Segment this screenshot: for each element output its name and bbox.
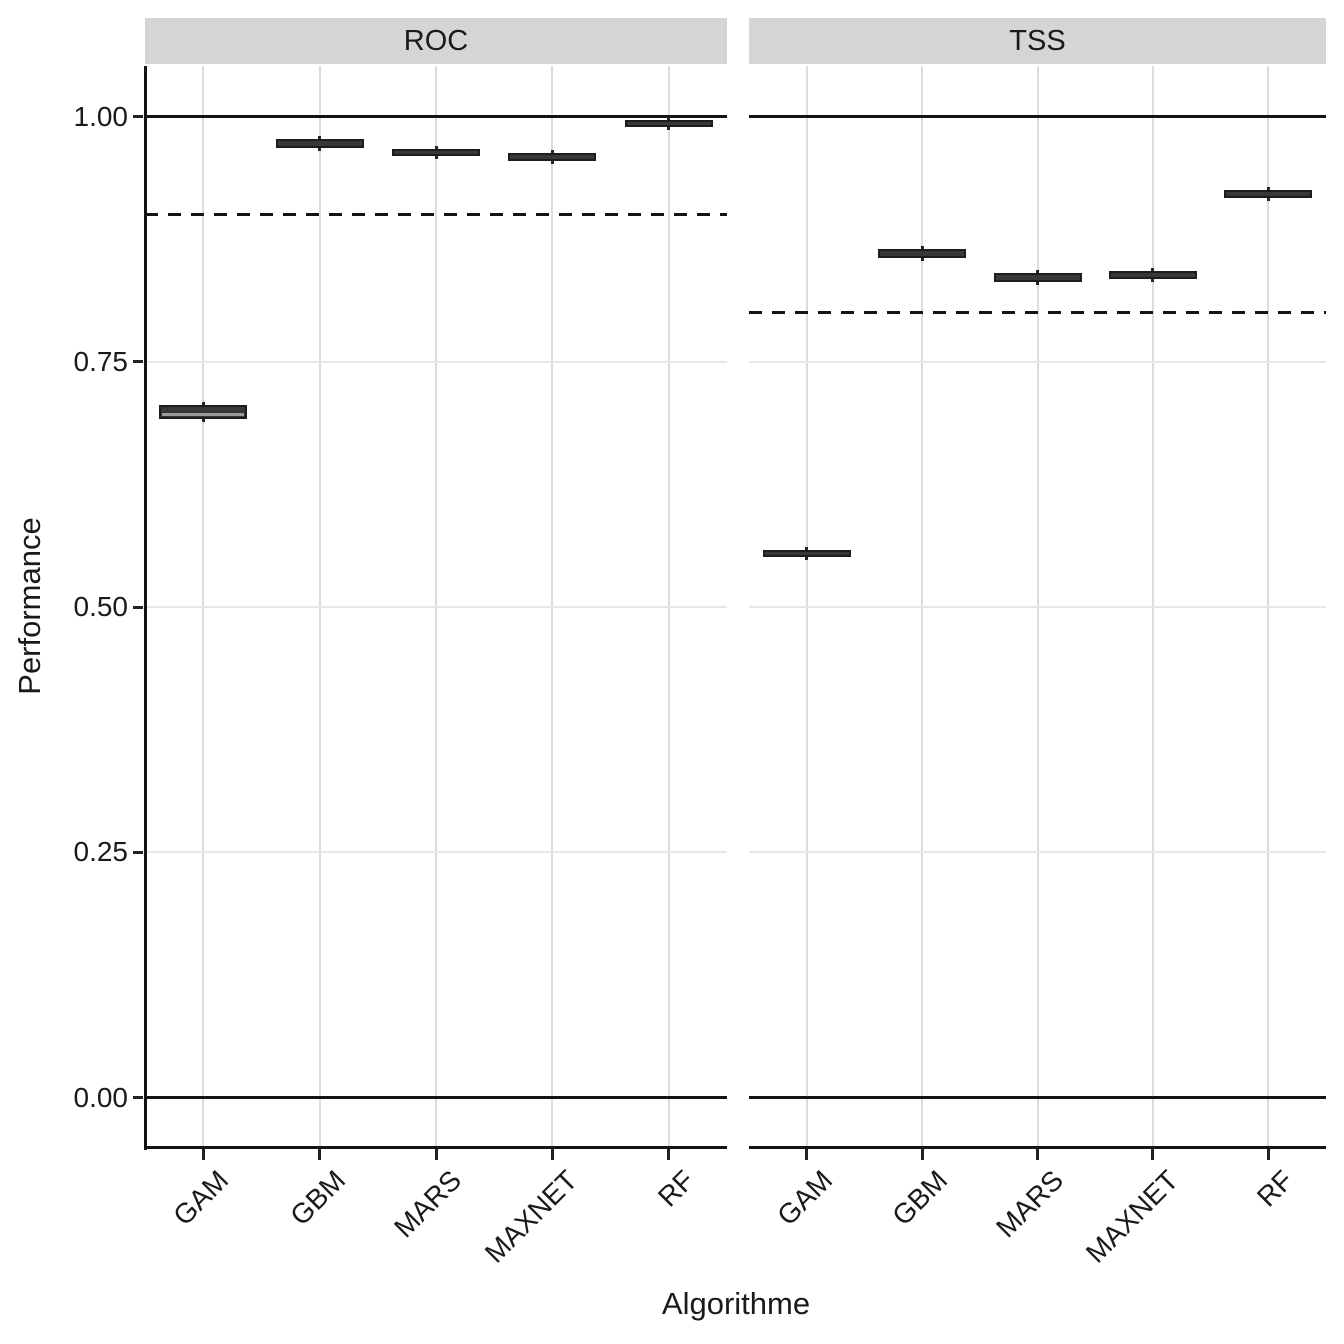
- horizontal-gridline: [145, 360, 727, 363]
- x-axis-tick: [1036, 1148, 1039, 1160]
- dashed-reference-line: [145, 213, 727, 217]
- horizontal-gridline: [145, 606, 727, 608]
- boxplot-median-line: [162, 412, 245, 416]
- x-axis-line: [749, 1145, 1326, 1149]
- x-axis-line: [145, 1145, 727, 1149]
- facet-strip-label: TSS: [1009, 24, 1066, 57]
- x-axis-tick: [318, 1148, 322, 1160]
- y-axis-tick: [133, 1096, 143, 1099]
- solid-reference-line: [749, 115, 1326, 118]
- boxplot-box: [1108, 270, 1197, 280]
- horizontal-gridline: [749, 360, 1326, 363]
- y-axis-line: [143, 66, 147, 1150]
- x-axis-tick: [1151, 1148, 1155, 1160]
- x-axis-tick: [201, 1148, 205, 1160]
- x-axis-tick: [1266, 1148, 1270, 1160]
- x-axis-tick: [805, 1148, 809, 1160]
- x-axis-tick: [667, 1148, 671, 1160]
- facet-strip-label: ROC: [403, 24, 469, 57]
- solid-reference-line: [749, 1096, 1326, 1099]
- x-axis-title: Algorithme: [661, 1286, 811, 1321]
- facet-strip: TSS: [749, 18, 1326, 64]
- horizontal-gridline: [749, 606, 1326, 608]
- y-axis-tick-label: 0.25: [73, 836, 129, 868]
- boxplot-box: [993, 273, 1082, 283]
- horizontal-gridline: [145, 851, 727, 854]
- horizontal-gridline: [749, 851, 1326, 854]
- dashed-reference-line: [749, 311, 1326, 315]
- boxplot-box: [275, 139, 364, 148]
- facet-panel: [749, 66, 1326, 1147]
- y-axis-tick: [133, 360, 143, 364]
- y-axis-tick-label: 0.00: [73, 1081, 129, 1113]
- y-axis-tick: [133, 850, 143, 854]
- y-axis-tick-label: 0.75: [73, 345, 129, 377]
- facet-strip: ROC: [145, 18, 727, 64]
- y-axis-tick: [133, 605, 143, 609]
- facet-panel: [145, 66, 727, 1147]
- x-axis-tick: [550, 1148, 554, 1160]
- x-axis-tick: [434, 1148, 438, 1160]
- solid-reference-line: [145, 115, 727, 118]
- boxplot-box: [624, 120, 713, 128]
- boxplot-box: [762, 550, 851, 558]
- boxplot-box: [508, 152, 597, 161]
- x-axis-tick: [920, 1148, 924, 1160]
- boxplot-box: [878, 248, 967, 258]
- solid-reference-line: [145, 1096, 727, 1099]
- boxplot-box: [1224, 190, 1313, 198]
- y-axis-tick-label: 1.00: [73, 100, 129, 132]
- boxplot-box: [392, 148, 480, 156]
- y-axis-tick: [133, 115, 143, 118]
- y-axis-tick-label: 0.50: [73, 591, 129, 622]
